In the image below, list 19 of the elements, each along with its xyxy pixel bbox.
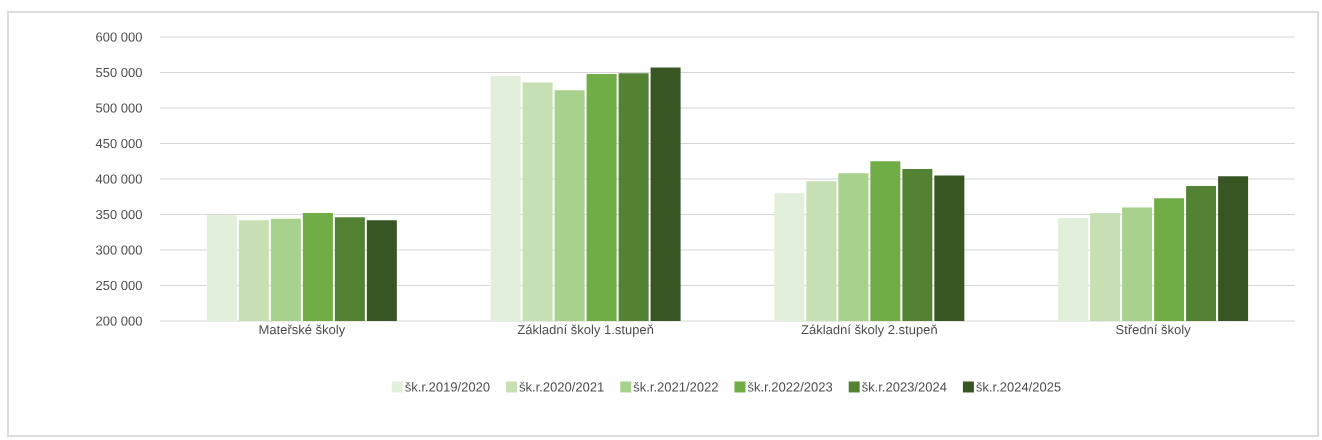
x-tick-label: Základní školy 2.stupeň <box>801 324 937 337</box>
x-tick-label: Mateřské školy <box>259 324 346 337</box>
legend-label: šk.r.2020/2021 <box>519 381 604 392</box>
legend-label: šk.r.2024/2025 <box>976 381 1061 392</box>
y-tick-label: 500 000 <box>96 103 142 113</box>
legend-label: šk.r.2019/2020 <box>405 381 490 392</box>
y-tick-label: 450 000 <box>95 138 142 149</box>
y-tick-label: 400 000 <box>95 174 142 184</box>
y-tick-label: 200 000 <box>96 316 142 326</box>
x-tick-label: Střední školy <box>1116 324 1191 337</box>
legend-label: šk.r.2023/2024 <box>862 381 947 392</box>
y-tick-label: 600 000 <box>96 32 142 42</box>
y-tick-label: 550 000 <box>96 67 142 78</box>
legend-label: šk.r.2021/2022 <box>633 381 718 392</box>
y-tick-label: 250 000 <box>96 280 142 291</box>
legend-label: šk.r.2022/2023 <box>747 381 833 392</box>
y-tick-label: 300 000 <box>95 245 142 255</box>
y-tick-label: 350 000 <box>95 209 142 220</box>
x-tick-label: Základní školy 1.stupeň <box>517 324 654 337</box>
